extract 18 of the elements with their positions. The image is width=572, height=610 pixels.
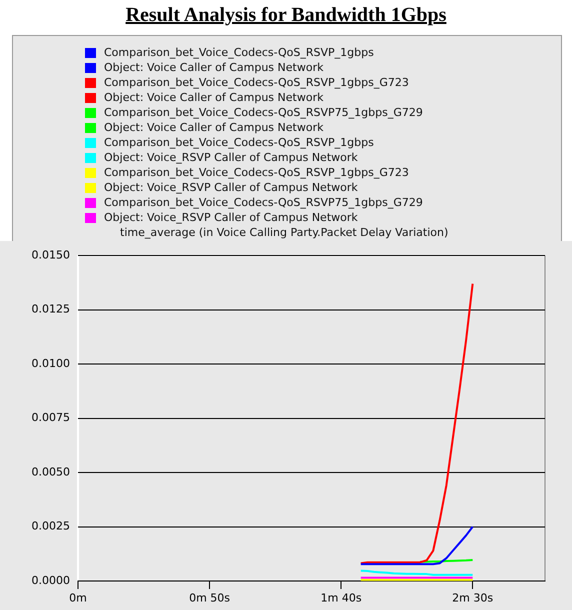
- legend-label: Comparison_bet_Voice_Codecs-QoS_RSVP_1gbps Object: Voice_RSVP Caller of Campus Network: [104, 135, 374, 165]
- y-tick-label: 0.0075: [32, 411, 70, 424]
- y-tick-label: 0.0050: [32, 465, 70, 478]
- chart-title: Result Analysis for Bandwidth 1Gbps: [124, 4, 448, 27]
- legend-label: Comparison_bet_Voice_Codecs-QoS_RSVP_1gbps Object: Voice Caller of Campus Network: [104, 45, 374, 75]
- legend-label: Comparison_bet_Voice_Codecs-QoS_RSVP_1gbps_G723 Object: Voice Caller of Campus Network: [104, 75, 409, 105]
- y-tick-label: 0.0100: [32, 356, 70, 370]
- x-tick-label: 2m 30s: [452, 591, 494, 604]
- legend-label: Comparison_bet_Voice_Codecs-QoS_RSVP75_1gbps_G729 Object: Voice Caller of Campus Network: [104, 105, 423, 135]
- x-tick-label: 0m: [69, 591, 87, 604]
- x-tick-label: 1m 40s: [320, 591, 362, 604]
- x-tick-label: 0m 50s: [189, 591, 230, 604]
- y-tick-label: 0.0000: [32, 574, 70, 587]
- legend-label: Comparison_bet_Voice_Codecs-QoS_RSVP_1gbps_G723 Object: Voice_RSVP Caller of Campus Network: [104, 165, 409, 195]
- chart-subtitle: time_average (in Voice Calling Party.Packet Delay Variation): [120, 226, 448, 239]
- y-tick-label: 0.0125: [32, 302, 70, 316]
- y-tick-label: 0.0025: [32, 520, 70, 533]
- y-tick-label: 0.0150: [32, 248, 70, 262]
